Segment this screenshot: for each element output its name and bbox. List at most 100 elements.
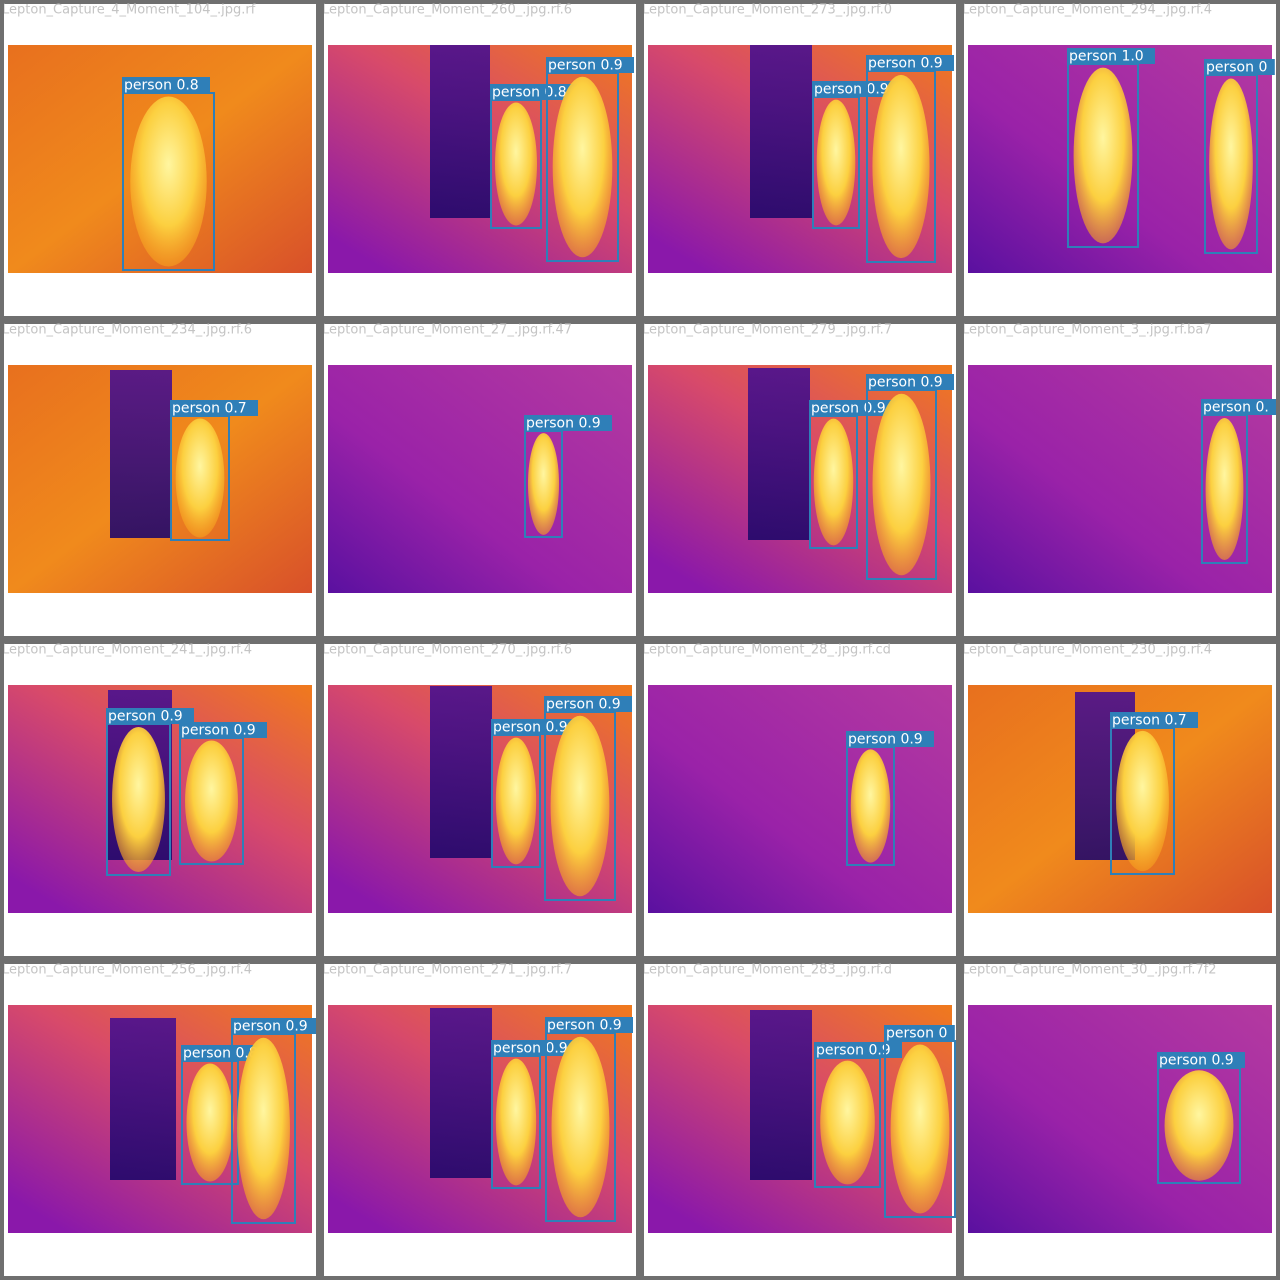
tile-title: Lepton_Capture_Moment_30_.jpg.rf.7f2	[962, 963, 1217, 978]
person-heat	[872, 393, 931, 576]
label-background	[546, 57, 634, 73]
person-heat	[112, 727, 165, 872]
person-heat	[527, 433, 560, 535]
tile: Lepton_Capture_Moment_283_.jpg.rf.dperso…	[642, 963, 956, 1276]
tile: Lepton_Capture_Moment_294_.jpg.rf.4perso…	[962, 3, 1276, 316]
label-background	[544, 696, 632, 712]
detection-label: person 0.8	[124, 78, 199, 94]
detection-label: person 0.9	[526, 416, 601, 432]
detection-label: person 0.9	[493, 720, 568, 736]
person-heat	[1164, 1070, 1234, 1181]
tile-title: Lepton_Capture_Moment_3_.jpg.rf.ba7	[962, 323, 1212, 338]
person-heat	[813, 418, 854, 546]
detection-label: person 0	[1206, 60, 1267, 76]
person-heat	[185, 740, 238, 862]
detection-label: person 0.9	[108, 709, 183, 725]
tile-title: Lepton_Capture_Moment_273_.jpg.rf.0	[642, 3, 892, 18]
detection-label: person 0.	[1203, 400, 1269, 416]
thermal-image	[328, 365, 632, 593]
tile-title: Lepton_Capture_Moment_234_.jpg.rf.6	[2, 323, 252, 338]
door	[110, 370, 172, 538]
label-background	[231, 1018, 316, 1034]
label-background	[809, 400, 897, 416]
tile: Lepton_Capture_4_Moment_104_.jpg.rfperso…	[4, 3, 316, 316]
tile: Lepton_Capture_Moment_234_.jpg.rf.6perso…	[2, 323, 316, 636]
tile-title: Lepton_Capture_Moment_256_.jpg.rf.4	[2, 963, 252, 978]
detection-label: person 0.7	[1112, 713, 1187, 729]
tile: Lepton_Capture_Moment_241_.jpg.rf.4perso…	[2, 643, 316, 956]
person-heat	[495, 102, 537, 226]
tile: Lepton_Capture_Moment_3_.jpg.rf.ba7perso…	[962, 323, 1276, 636]
person-heat	[130, 96, 207, 267]
tile: Lepton_Capture_Moment_256_.jpg.rf.4perso…	[2, 963, 316, 1276]
label-background	[181, 1045, 269, 1061]
person-heat	[872, 74, 930, 259]
detection-label: person 0.9	[181, 723, 256, 739]
label-background	[491, 719, 579, 735]
person-heat	[816, 99, 856, 226]
thermal-image	[648, 685, 952, 913]
tile: Lepton_Capture_Moment_27_.jpg.rf.47perso…	[324, 323, 636, 636]
detection-label: person 0.8	[183, 1046, 258, 1062]
tile-title: Lepton_Capture_Moment_283_.jpg.rf.d	[642, 963, 892, 978]
label-background	[1204, 59, 1275, 75]
tile: Lepton_Capture_Moment_273_.jpg.rf.0perso…	[642, 3, 956, 316]
label-background	[545, 1017, 633, 1033]
tile-title: Lepton_Capture_Moment_271_.jpg.rf.7	[322, 963, 572, 978]
label-background	[866, 55, 954, 71]
label-background	[490, 84, 578, 100]
person-heat	[175, 418, 225, 538]
person-heat	[186, 1063, 234, 1182]
label-background	[170, 400, 258, 416]
tile: Lepton_Capture_Moment_279_.jpg.rf.7perso…	[644, 323, 956, 636]
label-background	[866, 374, 954, 390]
tile: Lepton_Capture_Moment_260_.jpg.rf.6perso…	[322, 3, 636, 316]
label-background	[179, 722, 267, 738]
label-background	[846, 731, 934, 747]
person-heat	[495, 737, 537, 865]
tile-title: Lepton_Capture_Moment_294_.jpg.rf.4	[962, 3, 1212, 18]
person-heat	[1209, 78, 1253, 250]
label-background	[491, 1040, 579, 1056]
person-heat	[495, 1058, 537, 1186]
detection-label: person 0.9	[1159, 1053, 1234, 1069]
tile: Lepton_Capture_Moment_28_.jpg.rf.cdperso…	[642, 643, 956, 956]
detection-label: person 0	[886, 1026, 947, 1042]
person-heat	[552, 76, 613, 258]
detection-label: person 0.8	[492, 85, 567, 101]
person-heat	[1205, 417, 1244, 561]
tile: Lepton_Capture_Moment_271_.jpg.rf.7perso…	[322, 963, 636, 1276]
label-background	[884, 1025, 955, 1041]
tile: Lepton_Capture_Moment_230_.jpg.rf.4perso…	[962, 643, 1276, 956]
door	[750, 1010, 812, 1180]
label-background	[1157, 1052, 1245, 1068]
door	[430, 686, 492, 858]
person-heat	[820, 1060, 875, 1185]
door	[750, 45, 812, 218]
tile: Lepton_Capture_Moment_270_.jpg.rf.6perso…	[324, 643, 636, 956]
person-heat	[551, 1036, 610, 1218]
door	[748, 368, 810, 540]
tile-title: Lepton_Capture_Moment_28_.jpg.rf.cd	[642, 643, 891, 658]
label-background	[1110, 712, 1198, 728]
tile-title: Lepton_Capture_Moment_241_.jpg.rf.4	[2, 643, 252, 658]
tile: Lepton_Capture_Moment_30_.jpg.rf.7f2pers…	[962, 963, 1276, 1276]
person-heat	[237, 1037, 290, 1220]
person-heat	[890, 1044, 950, 1214]
label-background	[106, 708, 194, 724]
detection-label: person 0.9	[493, 1041, 568, 1057]
detection-label: person 0.9	[868, 56, 943, 72]
tile-title: Lepton_Capture_Moment_260_.jpg.rf.6	[322, 3, 572, 18]
detection-label: person 0.9	[233, 1019, 308, 1035]
tile-title: Lepton_Capture_Moment_230_.jpg.rf.4	[962, 643, 1212, 658]
label-background	[1067, 48, 1155, 64]
person-heat	[1116, 730, 1169, 872]
label-background	[814, 1042, 902, 1058]
label-background	[122, 77, 210, 93]
detection-label: person 1.0	[1069, 49, 1144, 65]
detection-label: person 0.9	[814, 82, 889, 98]
person-heat	[1073, 67, 1133, 244]
label-background	[812, 81, 900, 97]
door	[430, 45, 490, 218]
detection-label: person 0.9	[547, 1018, 622, 1034]
